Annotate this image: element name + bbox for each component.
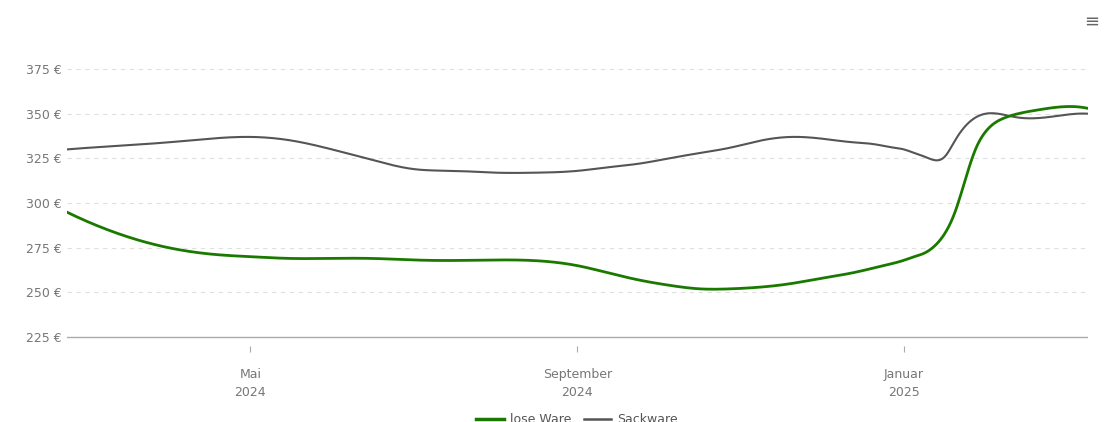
Legend: lose Ware, Sackware: lose Ware, Sackware	[472, 408, 683, 422]
Text: Januar
2025: Januar 2025	[884, 368, 924, 399]
Text: ≡: ≡	[1083, 13, 1099, 31]
Text: Mai
2024: Mai 2024	[234, 368, 266, 399]
Text: September
2024: September 2024	[543, 368, 612, 399]
